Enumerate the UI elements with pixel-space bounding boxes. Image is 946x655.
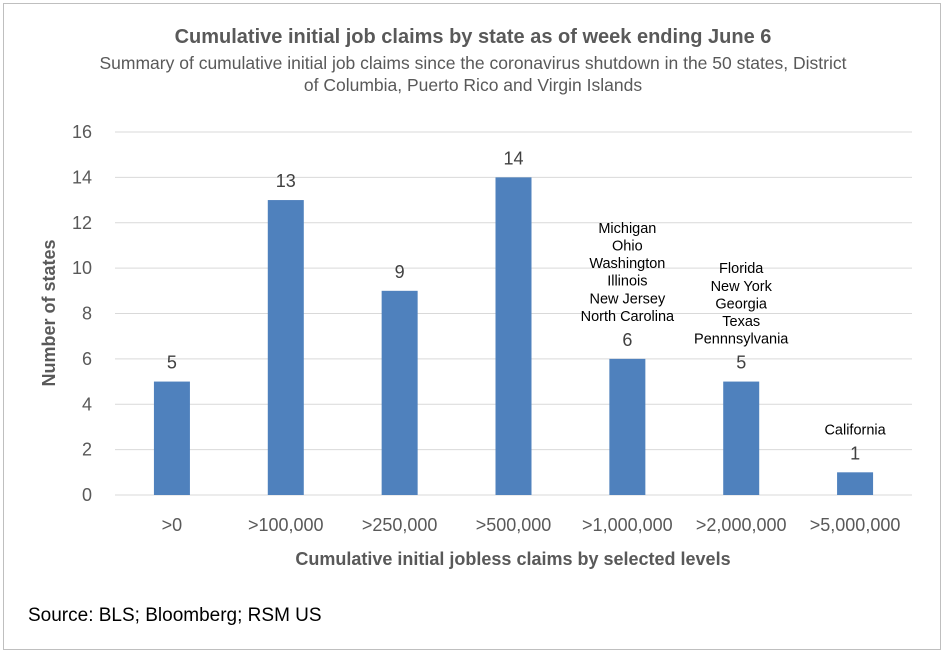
bar	[837, 472, 874, 495]
state-name: North Carolina	[581, 309, 675, 325]
state-name: Pennnsylvania	[694, 332, 789, 348]
y-tick-label: 2	[82, 440, 92, 460]
bar	[153, 381, 190, 495]
y-tick-label: 16	[72, 122, 92, 142]
y-tick-label: 0	[82, 485, 92, 505]
bar-value-label: 9	[395, 262, 405, 282]
state-name: Florida	[719, 261, 764, 277]
bar-value-label: 14	[503, 148, 523, 168]
bar-value-label: 6	[622, 330, 632, 350]
y-axis-ticks: 0 2 4 6 8 10 12 14 16	[72, 122, 92, 505]
x-axis-ticks: >0 >100,000 >250,000 >500,000 >1,000,000 >2,0…	[162, 515, 901, 535]
chart-subtitle: Summary of cumulative initial job claims…	[99, 53, 847, 95]
state-name: New Jersey	[589, 291, 665, 307]
bar	[495, 177, 532, 495]
state-name: Texas	[722, 314, 760, 330]
x-tick-label: >1,000,000	[582, 515, 673, 535]
bar	[723, 381, 760, 495]
bar	[267, 200, 304, 495]
chart-title: Cumulative initial job claims by state a…	[174, 26, 772, 48]
y-tick-label: 14	[72, 167, 92, 187]
y-axis-label: Number of states	[39, 239, 59, 386]
x-tick-label: >250,000	[362, 515, 438, 535]
state-name: California	[824, 422, 886, 438]
bar	[609, 358, 646, 495]
bar	[381, 290, 418, 495]
x-tick-label: >0	[162, 515, 183, 535]
state-annotation: Florida New York Georgia Texas Pennnsylvania	[694, 261, 789, 347]
x-tick-label: >5,000,000	[810, 515, 901, 535]
state-name: Illinois	[607, 274, 647, 290]
data-labels: 5 13 9 14 6 5 1	[167, 148, 860, 463]
annotations: Michigan Ohio Washington Illinois New Jersey…	[581, 221, 887, 438]
state-name: Georgia	[715, 296, 768, 312]
y-tick-label: 6	[82, 349, 92, 369]
state-annotation: Michigan Ohio Washington Illinois New Jersey…	[581, 221, 675, 325]
state-name: Washington	[589, 256, 665, 272]
bar-value-label: 5	[736, 353, 746, 373]
x-tick-label: >100,000	[248, 515, 324, 535]
y-tick-label: 4	[82, 394, 92, 414]
x-axis-label: Cumulative initial jobless claims by sel…	[295, 549, 730, 569]
x-tick-label: >500,000	[476, 515, 552, 535]
bar-value-label: 5	[167, 353, 177, 373]
chart-frame	[3, 3, 941, 650]
y-tick-label: 12	[72, 213, 92, 233]
state-name: New York	[711, 279, 773, 295]
state-name: Ohio	[612, 238, 643, 254]
y-tick-label: 10	[72, 258, 92, 278]
source-note: Source: BLS; Bloomberg; RSM US	[28, 605, 322, 626]
x-tick-label: >2,000,000	[696, 515, 787, 535]
state-name: Michigan	[598, 221, 656, 237]
bar-value-label: 13	[276, 171, 296, 191]
bar-value-label: 1	[850, 443, 860, 463]
state-annotation: California	[824, 422, 886, 438]
y-tick-label: 8	[82, 304, 92, 324]
bars	[153, 177, 874, 495]
